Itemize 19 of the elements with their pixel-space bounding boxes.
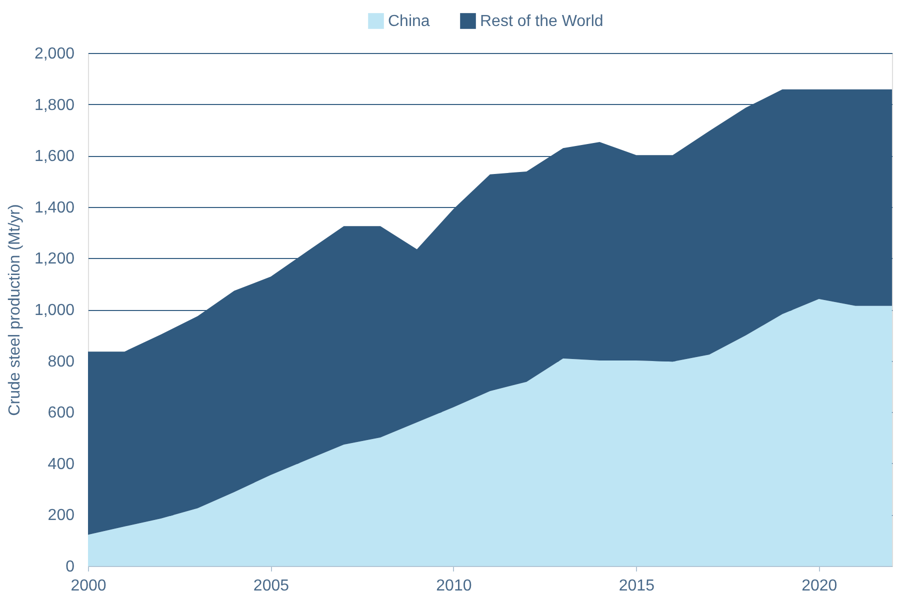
y-tick-label: 400 — [48, 456, 75, 473]
y-tick-label: 1,800 — [34, 96, 75, 114]
y-tick-label: 2,000 — [34, 46, 75, 62]
y-axis-title: Crude steel production (Mt/yr) — [6, 204, 24, 416]
x-tick-label: 2010 — [436, 578, 472, 594]
y-tick-label: 1,400 — [34, 199, 75, 216]
y-tick-label: 200 — [48, 507, 75, 524]
x-tick-label: 2005 — [253, 578, 290, 594]
legend-label: China — [388, 13, 430, 30]
y-tick-label: 600 — [48, 404, 75, 422]
x-tick-label: 2015 — [618, 578, 655, 594]
y-tick-label: 1,000 — [34, 302, 75, 319]
y-tick-label: 800 — [48, 353, 75, 370]
y-tick-label: 0 — [66, 558, 75, 576]
y-tick-label: 1,600 — [34, 148, 75, 166]
x-tick-label: 2000 — [70, 578, 106, 594]
y-tick-label: 1,200 — [34, 250, 75, 268]
legend-label: Rest of the World — [480, 13, 604, 30]
x-tick-label: 2020 — [802, 578, 838, 594]
